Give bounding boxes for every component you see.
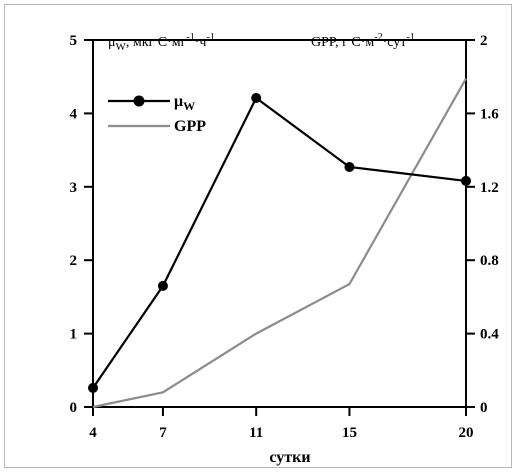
x-tick-label: 7 — [159, 425, 167, 441]
data-point-mu-w — [88, 382, 98, 393]
x-tick-label: 15 — [342, 425, 357, 441]
plot-frame — [92, 39, 467, 408]
right-tick-label: 0.4 — [480, 327, 499, 343]
data-point-mu-w — [157, 280, 168, 291]
right-tick-label: 1.6 — [480, 106, 499, 122]
data-point-mu-w — [461, 175, 471, 186]
left-axis-ticks: 0 1 2 3 4 5 — [70, 33, 93, 416]
left-tick-label: 3 — [70, 180, 78, 196]
left-axis-title: μW, мкг С·мг-1·ч-1 — [108, 32, 215, 53]
right-tick-label: 2 — [480, 33, 488, 49]
series-markers-mu-w — [88, 92, 471, 393]
data-point-mu-w — [251, 92, 262, 103]
left-tick-label: 1 — [70, 327, 78, 343]
x-tick-label: 11 — [249, 425, 263, 441]
left-tick-label: 0 — [70, 400, 78, 416]
x-tick-label: 20 — [459, 425, 474, 441]
data-point-mu-w — [344, 161, 355, 172]
series-line-mu-w — [92, 96, 467, 389]
left-tick-label: 5 — [70, 33, 78, 49]
legend-label-gpp: GPP — [174, 118, 206, 135]
legend-marker-mu-w — [133, 95, 145, 107]
legend-label-mu-w: μW — [174, 93, 195, 113]
left-tick-label: 2 — [70, 253, 78, 269]
x-axis-ticks: 4 7 11 15 20 — [89, 407, 474, 441]
x-axis-label: сутки — [269, 449, 310, 466]
right-tick-label: 1.2 — [480, 180, 499, 196]
figure-border — [4, 4, 512, 468]
series-line-gpp — [92, 77, 467, 409]
right-axis-title: GPP, г С·м-2·сут-1 — [311, 32, 415, 50]
left-tick-label: 4 — [70, 106, 78, 122]
legend: μW GPP — [108, 93, 206, 135]
x-tick-label: 4 — [89, 425, 97, 441]
right-axis-ticks: 0 0.4 0.8 1.2 1.6 2 — [466, 33, 499, 416]
right-tick-label: 0.8 — [480, 253, 499, 269]
right-tick-label: 0 — [480, 400, 488, 416]
